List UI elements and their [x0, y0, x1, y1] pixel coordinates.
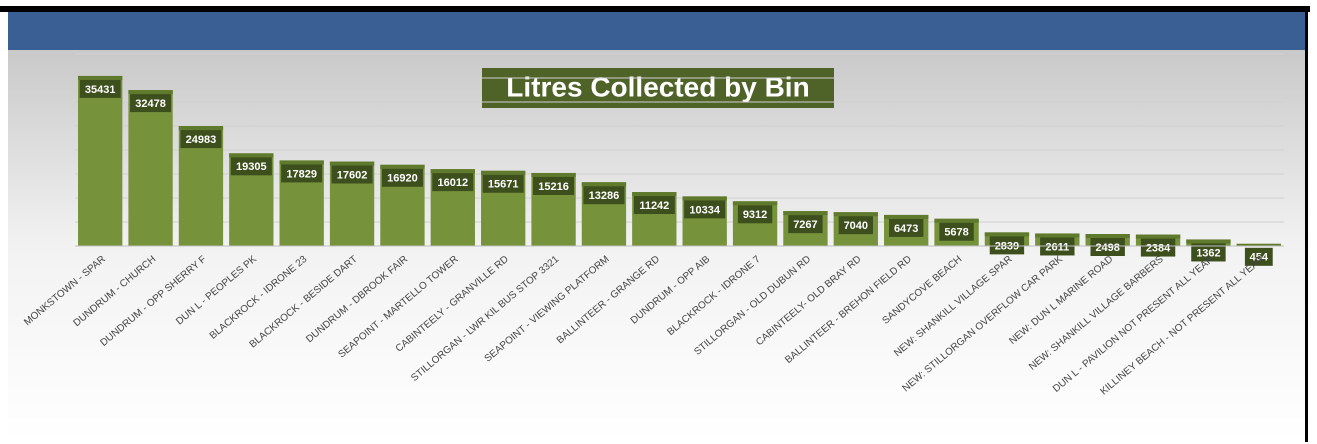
header-band: [8, 12, 1305, 50]
value-label: 19305: [236, 161, 267, 173]
value-label-box: [180, 130, 222, 149]
bar-cap: [430, 169, 475, 174]
bar-cap: [632, 192, 677, 197]
value-label-box: [1090, 238, 1125, 257]
value-label: 13286: [589, 190, 620, 202]
value-label-box: [633, 196, 675, 215]
value-label: 2611: [1045, 241, 1069, 253]
bar-cap: [682, 196, 727, 201]
bar-cap: [1186, 239, 1231, 244]
bar-cap: [833, 212, 878, 217]
bar-cap: [78, 75, 123, 80]
value-label: 1362: [1196, 247, 1220, 259]
bar-cap: [884, 214, 929, 219]
value-label-box: [888, 218, 924, 237]
value-label-box: [684, 200, 726, 219]
value-label-box: [939, 222, 974, 241]
bar: [78, 75, 123, 246]
value-label-box: [79, 79, 121, 98]
bar-cap: [783, 211, 828, 216]
bar-cap: [1085, 234, 1130, 239]
value-label: 7267: [793, 219, 817, 231]
value-label: 454: [1250, 252, 1269, 264]
value-label-box: [1244, 247, 1273, 266]
value-label-box: [989, 236, 1025, 255]
value-label: 2498: [1095, 242, 1119, 254]
value-label: 16012: [438, 177, 469, 189]
value-label: 11242: [639, 200, 669, 212]
bar-cap: [1135, 234, 1181, 239]
bar-cap: [380, 164, 425, 169]
bar-cap: [279, 160, 324, 165]
value-label: 17829: [286, 168, 317, 180]
value-label: 17602: [337, 169, 368, 181]
value-label-box: [432, 173, 474, 192]
value-label: 16920: [387, 173, 418, 185]
bar-cap: [984, 232, 1030, 237]
value-label-box: [1140, 238, 1176, 257]
value-label-box: [381, 168, 423, 187]
bar-cap: [329, 161, 375, 166]
title-box: [482, 68, 834, 108]
value-label-box: [788, 215, 823, 234]
bar-cap: [1035, 233, 1080, 238]
value-label-box: [281, 164, 323, 183]
bar-cap: [531, 172, 576, 177]
value-label-box: [737, 205, 773, 224]
value-label: 35431: [85, 84, 116, 96]
value-label: 15216: [538, 181, 569, 193]
bar: [128, 90, 173, 247]
value-label-box: [1191, 243, 1226, 262]
chart-title: Litres Collected by Bin: [506, 71, 809, 102]
value-label: 5678: [944, 227, 968, 239]
value-label: 6473: [894, 223, 918, 235]
bar-cap: [178, 126, 224, 131]
value-label-box: [583, 186, 625, 205]
bar-cap: [1236, 243, 1281, 246]
bar-cap: [229, 153, 274, 158]
value-label: 15671: [488, 179, 519, 191]
value-label: 24983: [186, 134, 217, 146]
bar-cap: [128, 90, 173, 95]
value-label: 7040: [844, 220, 868, 232]
value-label-box: [331, 165, 373, 184]
bar-cap: [581, 182, 627, 187]
bar-cap: [934, 218, 979, 223]
value-label: 2384: [1146, 242, 1171, 254]
value-label: 9312: [743, 209, 767, 221]
value-label-box: [130, 94, 172, 113]
right-border: [1305, 6, 1308, 442]
value-label-box: [230, 157, 272, 176]
bar-cap: [732, 201, 778, 206]
value-label: 10334: [689, 204, 720, 216]
value-label-box: [838, 216, 874, 235]
value-label-box: [533, 176, 575, 195]
bar-cap: [481, 170, 526, 175]
value-label: 32478: [135, 98, 166, 110]
value-label-box: [482, 174, 524, 193]
top-border: [0, 6, 1310, 12]
